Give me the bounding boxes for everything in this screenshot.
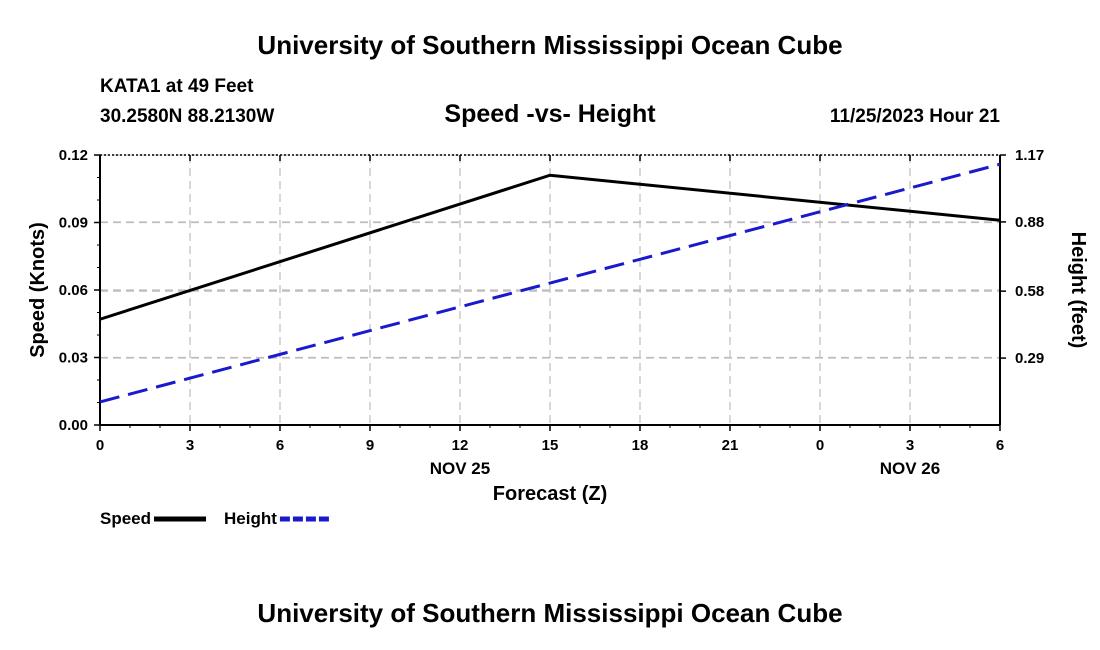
y-tick-label: 0.09 [59, 215, 88, 232]
y2-tick-label: 0.29 [1015, 350, 1044, 367]
x-tick-label: 0 [816, 437, 824, 454]
x-date-label: NOV 25 [430, 459, 490, 478]
chart-subtitle: Speed -vs- Height [444, 100, 656, 128]
y2-tick-label: 0.58 [1015, 283, 1044, 300]
legend-label-speed: Speed [100, 509, 151, 528]
y-tick-label: 0.03 [59, 350, 88, 367]
x-tick-label: 6 [996, 437, 1004, 454]
y-axis-title: Speed (Knots) [27, 222, 49, 358]
series-line-speed [99, 173, 1001, 321]
forecast-datetime: 11/25/2023 Hour 21 [829, 106, 1000, 127]
station-coordinates: 30.2580N 88.2130W [100, 106, 275, 127]
x-tick-label: 12 [452, 437, 469, 454]
y-tick-label: 0.00 [59, 417, 88, 434]
y-tick-label: 0.12 [59, 147, 88, 164]
x-tick-label: 9 [366, 437, 374, 454]
x-tick-label: 0 [96, 437, 104, 454]
y2-tick-label: 0.88 [1015, 214, 1044, 231]
station-label: KATA1 at 49 Feet [100, 76, 254, 97]
y2-tick-label: 1.17 [1015, 147, 1044, 164]
x-date-label: NOV 26 [880, 459, 940, 478]
x-tick-label: 3 [906, 437, 914, 454]
x-tick-label: 3 [186, 437, 194, 454]
x-tick-label: 21 [722, 437, 739, 454]
y-tick-label: 0.06 [59, 282, 88, 299]
x-tick-label: 18 [632, 437, 649, 454]
x-axis-title: Forecast (Z) [493, 483, 607, 505]
legend-label-height: Height [224, 509, 277, 528]
bottom-title: University of Southern Mississippi Ocean… [257, 598, 843, 628]
top-title: University of Southern Mississippi Ocean… [257, 30, 843, 60]
y2-axis-title: Height (feet) [1067, 232, 1089, 349]
x-tick-label: 15 [542, 437, 559, 454]
series-line-height [99, 162, 1001, 404]
x-tick-label: 6 [276, 437, 284, 454]
